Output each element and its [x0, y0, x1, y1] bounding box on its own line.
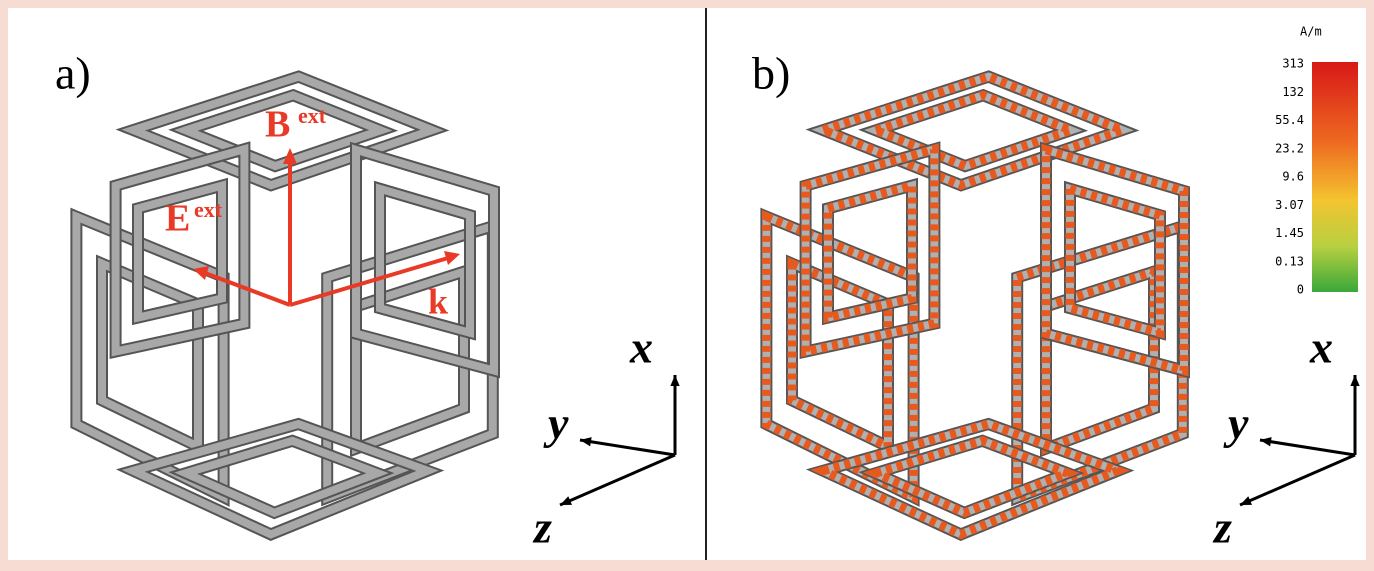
axis-arrow	[579, 438, 676, 457]
axis-z: z	[1212, 502, 1232, 553]
wave-vector: k	[428, 281, 448, 321]
ring	[134, 180, 226, 323]
arrow-head	[1240, 496, 1252, 505]
current-arrows	[862, 436, 1081, 518]
colorbar-label: 23.2	[1275, 141, 1304, 155]
colorbar-label: 0.13	[1275, 254, 1304, 268]
panel-label: a)	[55, 48, 91, 99]
axis-arrow	[1239, 453, 1356, 507]
b-field: B	[265, 104, 290, 146]
arrow-head	[580, 437, 592, 447]
arrow-head	[1350, 375, 1360, 387]
ring	[174, 436, 389, 518]
panel-label: b)	[752, 48, 790, 99]
ring	[352, 144, 498, 376]
colorbar-label: 313	[1282, 57, 1304, 71]
field-arrows	[193, 148, 460, 307]
colorbar	[1312, 62, 1358, 292]
current-arrows	[810, 419, 1131, 540]
ring	[111, 143, 249, 357]
ring	[72, 210, 228, 504]
arrow-head	[560, 496, 572, 505]
ring	[352, 266, 468, 455]
colorbar-label: 0	[1297, 283, 1304, 297]
cubes	[70, 70, 1190, 541]
colorbar-unit: A/m	[1300, 25, 1322, 39]
current-arrows	[1012, 220, 1188, 505]
ring	[376, 183, 474, 339]
e-field: E	[165, 198, 190, 240]
ring	[323, 220, 497, 504]
ring	[121, 419, 439, 539]
current-arrows	[801, 143, 939, 358]
current-arrows	[761, 209, 919, 505]
current-arrows	[1041, 143, 1189, 377]
colorbar-labels: 313 132 55.4 23.2 9.6 3.07 1.45 0.13 0	[1275, 57, 1304, 297]
colorbar-label: 9.6	[1282, 170, 1304, 184]
b-field-sup: ext	[298, 103, 327, 128]
colorbar-label: 132	[1282, 85, 1304, 99]
current-arrows	[1041, 265, 1159, 456]
colorbar-label: 55.4	[1275, 113, 1304, 127]
arrow-head	[670, 375, 680, 387]
axis-y: y	[1223, 398, 1249, 449]
colorbar-label: 1.45	[1275, 226, 1304, 240]
current-arrows	[823, 179, 917, 324]
axis-x: x	[629, 322, 653, 373]
e-field-sup: ext	[194, 197, 223, 222]
colorbar-label: 3.07	[1275, 198, 1304, 212]
axis-y: y	[543, 398, 569, 449]
axis-arrow	[559, 453, 676, 507]
arrow-head	[1260, 437, 1272, 447]
current-arrows	[809, 71, 1136, 191]
axis-x: x	[1309, 322, 1333, 373]
axis-triads	[559, 375, 1360, 507]
current-arrows	[1065, 182, 1165, 339]
axis-z: z	[532, 502, 552, 553]
axis-arrow	[1259, 438, 1356, 457]
ring	[121, 72, 444, 190]
